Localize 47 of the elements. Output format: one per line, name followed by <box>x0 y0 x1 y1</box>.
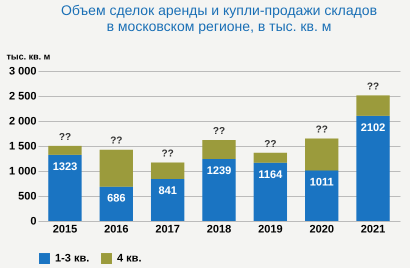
data-label: 1164 <box>258 168 284 181</box>
x-tick-label: 2018 <box>206 224 232 236</box>
legend-label: 4 кв. <box>117 252 142 265</box>
x-tick-label: 2020 <box>309 224 334 236</box>
bar <box>202 159 236 221</box>
y-tick-label: 2 000 <box>8 116 36 128</box>
x-tick-label: 2021 <box>360 224 386 236</box>
data-label: 686 <box>107 192 126 205</box>
bar <box>100 186 133 221</box>
bar <box>254 162 288 221</box>
bar <box>356 116 390 221</box>
total-label: ?? <box>58 132 72 143</box>
data-label: 1323 <box>52 160 78 173</box>
y-tick-label: 3 000 <box>8 66 36 78</box>
y-tick-label: 0 <box>30 216 36 228</box>
bar <box>48 146 82 155</box>
data-label: 1239 <box>206 165 232 178</box>
text: в московском регионе, в тыс. кв. м <box>106 18 332 34</box>
y-tick-label: 1 000 <box>8 166 36 178</box>
x-tick-label: 2019 <box>258 224 283 236</box>
legend-label: 1-3 кв. <box>55 252 90 265</box>
y-tick-label: 500 <box>18 190 36 202</box>
total-label: ?? <box>316 124 328 136</box>
bar <box>150 162 184 179</box>
bar <box>305 170 338 221</box>
x-tick-label: 2015 <box>52 224 78 236</box>
total-label: ?? <box>264 138 276 150</box>
bar <box>100 150 133 187</box>
total-label: ?? <box>212 126 226 138</box>
y-tick-label: 2 500 <box>8 90 36 102</box>
data-label: 1011 <box>310 176 334 188</box>
text: Объем сделок аренды и купли-продажи складов <box>60 2 378 18</box>
bar <box>150 178 184 221</box>
data-label: 2102 <box>360 122 386 134</box>
bar <box>254 152 288 163</box>
bar <box>48 154 82 221</box>
data-label: 841 <box>158 184 177 197</box>
x-tick-label: 2017 <box>155 224 180 236</box>
total-label: ?? <box>110 136 122 147</box>
y-tick-label: 1 500 <box>8 140 36 152</box>
total-label: ?? <box>162 148 174 160</box>
total-label: ?? <box>366 81 380 92</box>
bar <box>202 140 236 160</box>
bar <box>305 138 338 170</box>
y-axis-title: тыс. кв. м <box>6 52 51 62</box>
x-tick-label: 2016 <box>104 224 129 236</box>
bar <box>356 95 390 116</box>
